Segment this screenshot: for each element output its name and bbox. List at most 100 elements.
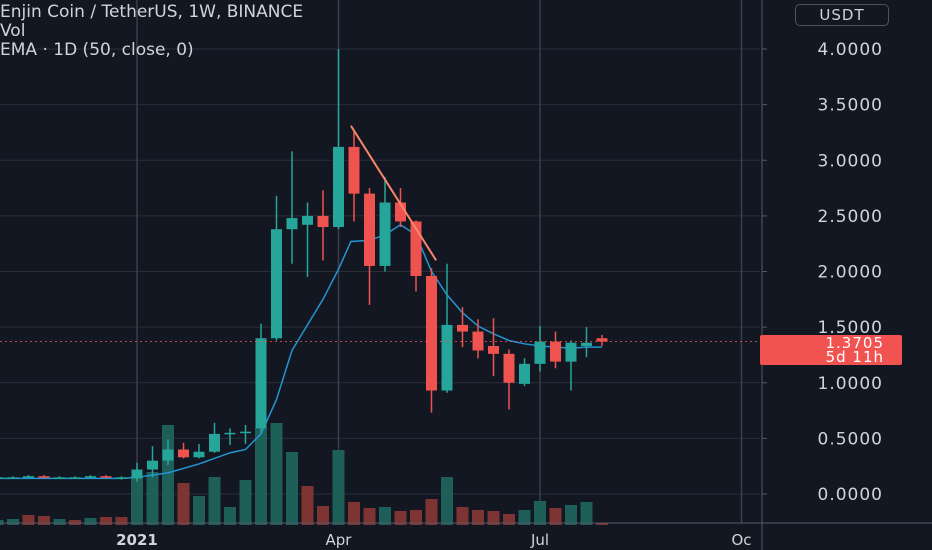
candle-body [519,363,530,384]
y-tick-label: 1.0000 [818,374,883,394]
candle-body [271,229,282,339]
candle-body [85,476,96,478]
volume-bar [332,450,345,525]
candle-body [7,477,19,479]
volume-bar [580,502,593,525]
candle-body [364,193,375,266]
candle-body [596,338,608,342]
ema-line [0,223,602,480]
candle-body [178,449,189,458]
volume-bar [317,506,329,525]
volume-bar [224,507,236,525]
candle-body [534,341,546,364]
volume-bar [131,476,143,525]
candle-body [23,476,34,478]
volume-bar [410,510,422,525]
y-tick-label: 0.5000 [818,429,883,449]
candle-body [38,476,50,478]
chart-legend: Enjin Coin / TetherUS, 1W, BINANCE Vol E… [0,3,303,60]
volume-bar [53,519,66,525]
last-price-value: 1.3705 [825,334,884,352]
legend-ema-label: EMA · 1D (50, close, 0) [0,40,194,60]
candle-body [581,342,592,347]
x-tick-label: Oc [731,531,751,549]
volume-bar [84,518,97,525]
volume-bar [487,511,500,525]
y-tick-label: 4.0000 [818,40,883,60]
x-tick-label: 2021 [116,531,158,549]
volume-bar [193,496,205,525]
volume-bar [394,511,407,525]
volume-bar [208,477,221,525]
volume-bar [565,505,577,525]
volume-bar [348,502,360,525]
candle-body [147,460,158,470]
candle-body [286,218,298,230]
volume-bar [456,507,469,525]
y-tick-label: 3.0000 [818,151,883,171]
volume-bar [472,510,484,525]
volume-bar [503,514,515,525]
candle-body [131,469,143,479]
volume-bar [286,452,298,525]
y-tick-label: 2.0000 [818,263,883,283]
candle-body [224,432,236,435]
candle-body [0,477,3,479]
volume-bar [425,499,438,525]
candle-body [333,146,344,227]
x-tick-label: Apr [326,531,353,549]
candle-body [565,342,577,362]
legend-vol-label: Vol [0,21,26,41]
volume-bar [518,510,531,525]
volume-bar [146,472,159,525]
volume-bar [177,483,190,525]
volume-bar [596,523,608,525]
candle-body [441,324,453,391]
candle-body [209,433,220,452]
currency-button[interactable]: USDT [795,4,889,26]
candle-body [395,202,406,222]
y-tick-label: 0.0000 [818,485,883,505]
candle-body [550,341,561,362]
candle-body [472,331,484,351]
last-price-tag: 1.3705 5d 11h [760,335,902,365]
volume-bar [7,519,19,525]
candle-body [426,275,437,391]
volume-bar [22,515,35,525]
volume-bar [549,508,562,525]
volume-bar [239,480,252,525]
candle-body [302,215,313,225]
candle-body [317,215,329,227]
volume-bar [115,517,128,525]
volume-bar [534,501,546,525]
candle-body [162,449,174,461]
candle-body [193,451,205,458]
candle-body [379,202,391,266]
trendline [350,125,437,261]
candle-body [240,431,251,434]
candle-body [255,338,267,429]
legend-symbol-line: Enjin Coin / TetherUS, 1W, BINANCE [0,2,304,22]
candle-body [348,146,360,194]
bar-countdown: 5d 11h [825,348,884,366]
y-tick-label: 2.5000 [818,207,883,227]
volume-bar [379,507,391,525]
candle-body [54,477,65,479]
volume-bar [38,516,50,525]
candle-body [488,346,499,354]
candle-body [116,477,127,479]
y-tick-label: 3.5000 [818,96,883,116]
volume-bar [255,428,267,525]
candle-body [503,353,515,383]
volume-bar [100,517,112,525]
y-tick-label: 1.5000 [818,318,883,338]
candle-body [69,477,81,479]
volume-bar [270,423,283,525]
candle-body [457,324,468,332]
candle-body [410,221,422,276]
x-tick-label: Jul [530,531,549,549]
volume-bar [363,508,376,525]
volume-bar [441,477,453,525]
candle-body [100,476,112,478]
